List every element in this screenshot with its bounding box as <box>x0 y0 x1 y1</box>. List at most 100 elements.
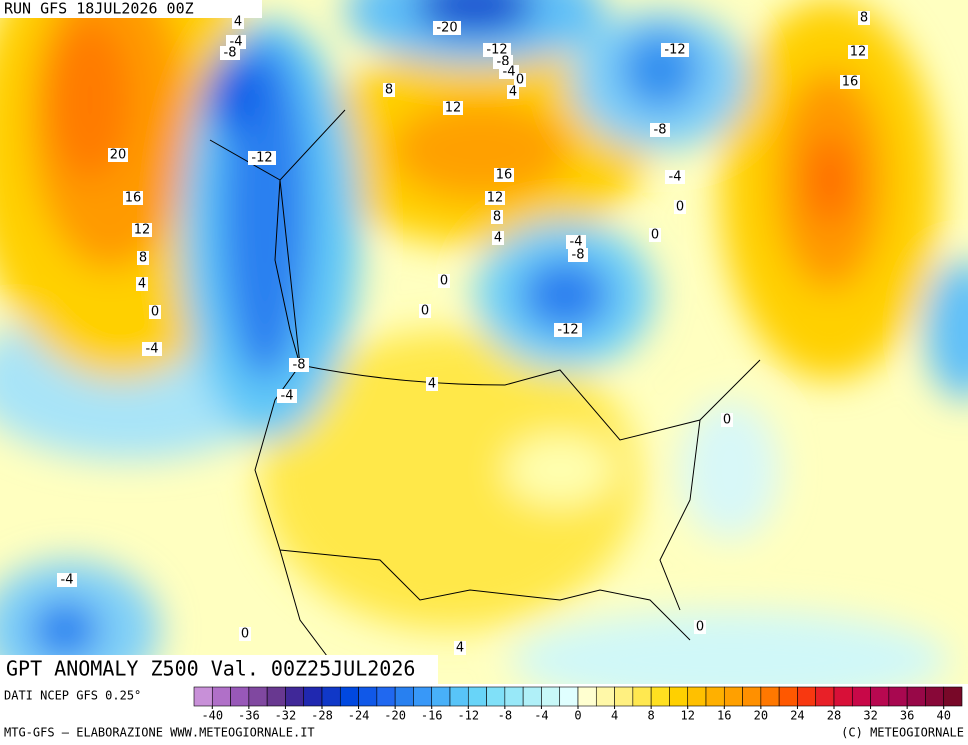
contour-label: -12 <box>486 43 507 58</box>
contour-label-bg <box>438 274 450 288</box>
legend-tick-label: -12 <box>457 709 479 723</box>
contour-label: 16 <box>842 75 859 90</box>
contour-label-bg <box>858 11 870 25</box>
legend-swatch <box>266 686 286 707</box>
contour-label-bg <box>721 413 733 427</box>
legend-tick-label: -4 <box>534 709 548 723</box>
legend-tick-label: -8 <box>498 709 512 723</box>
contour-label-bg <box>694 620 706 634</box>
legend-swatch <box>851 686 871 707</box>
contour-label: 0 <box>421 304 429 319</box>
legend-swatch <box>467 686 487 707</box>
contour-label: -12 <box>664 43 685 58</box>
contour-label-bg <box>492 231 504 245</box>
legend-swatch <box>614 686 634 707</box>
legend-tick-label: -40 <box>201 709 223 723</box>
contour-label: 0 <box>440 274 448 289</box>
contour-label-bg <box>568 248 588 262</box>
contour-label: 0 <box>723 413 731 428</box>
contour-label: 4 <box>509 85 517 100</box>
header-box <box>0 0 262 18</box>
contour-label-bg <box>220 46 240 60</box>
contour-label-bg <box>674 200 686 214</box>
legend-swatch <box>870 686 890 707</box>
contour-label-bg <box>419 304 431 318</box>
contour-label: 0 <box>676 200 684 215</box>
contour-label: 8 <box>860 11 868 26</box>
contour-label: 12 <box>134 223 151 238</box>
legend-tick-label: 24 <box>790 709 804 723</box>
legend-swatch <box>449 686 469 707</box>
legend-swatch <box>833 686 853 707</box>
contour-label: 8 <box>385 83 393 98</box>
legend-tick-label: 0 <box>574 709 581 723</box>
legend-swatch <box>522 686 542 707</box>
contour-label-bg <box>426 377 438 391</box>
contour-label-bg <box>142 342 162 356</box>
contour-label: -8 <box>224 46 237 61</box>
legend-swatch <box>376 686 396 707</box>
contour-label-bg <box>661 43 689 57</box>
contour-label-bg <box>57 573 77 587</box>
legend-swatch <box>925 686 945 707</box>
contour-label: -4 <box>669 170 682 185</box>
contour-label-bg <box>239 627 251 641</box>
contour-label-bg <box>848 45 868 59</box>
legend-swatch <box>431 686 451 707</box>
source-label: DATI NCEP GFS 0.25° <box>4 689 141 703</box>
contour-label-bg <box>554 323 582 337</box>
contour-label-bg <box>277 389 297 403</box>
contour-label: 0 <box>241 627 249 642</box>
contour-label: 12 <box>850 45 867 60</box>
contour-label-bg <box>840 75 860 89</box>
contour-label: -4 <box>503 65 516 80</box>
contour-label: -4 <box>570 235 583 250</box>
border <box>279 109 761 441</box>
legend-tick-label: -36 <box>238 709 260 723</box>
contour-label-bg <box>483 43 511 57</box>
contour-label-bg <box>137 251 149 265</box>
legend-tick-label: -28 <box>311 709 333 723</box>
contour-label: 4 <box>494 231 502 246</box>
contour-label-bg <box>514 73 526 87</box>
contour-label-bg <box>248 151 276 165</box>
legend-tick-label: 12 <box>680 709 694 723</box>
contour-label-bg <box>507 85 519 99</box>
legend-swatch <box>504 686 524 707</box>
contour-label-bg <box>149 305 161 319</box>
contour-label: 20 <box>110 148 127 163</box>
legend-swatch <box>687 686 707 707</box>
legend-swatch <box>943 686 963 707</box>
contour-label-bg <box>485 191 505 205</box>
contour-label: 8 <box>493 210 501 225</box>
contour-label-bg <box>649 228 661 242</box>
legend-swatch <box>797 686 817 707</box>
legend-swatch <box>778 686 798 707</box>
map-title: GPT ANOMALY Z500 Val. 00Z25JUL2026 <box>6 657 415 681</box>
legend-swatch <box>888 686 908 707</box>
legend-swatch <box>230 686 250 707</box>
legend-swatch <box>541 686 561 707</box>
contour-label: 0 <box>151 305 159 320</box>
run-label: RUN GFS 18JUL2026 00Z <box>4 0 194 18</box>
contour-label: 8 <box>139 251 147 266</box>
legend-tick-label: -32 <box>275 709 297 723</box>
contour-label: 0 <box>516 73 524 88</box>
contour-label: 0 <box>696 620 704 635</box>
legend-swatch <box>723 686 743 707</box>
contour-label: -8 <box>654 123 667 138</box>
footer-left: MTG-GFS — ELABORAZIONE WWW.METEOGIORNALE… <box>4 726 315 740</box>
legend-swatch <box>358 686 378 707</box>
contour-label-bg <box>443 101 463 115</box>
legend-tick-label: 28 <box>827 709 841 723</box>
contour-label: -12 <box>251 151 272 166</box>
legend-tick-label: -24 <box>348 709 370 723</box>
legend-swatch <box>742 686 762 707</box>
legend-tick-label: 32 <box>863 709 877 723</box>
legend-tick-label: 36 <box>900 709 914 723</box>
contour-label-bg <box>433 21 461 35</box>
contour-label-bg <box>123 191 143 205</box>
legend-swatch <box>285 686 305 707</box>
